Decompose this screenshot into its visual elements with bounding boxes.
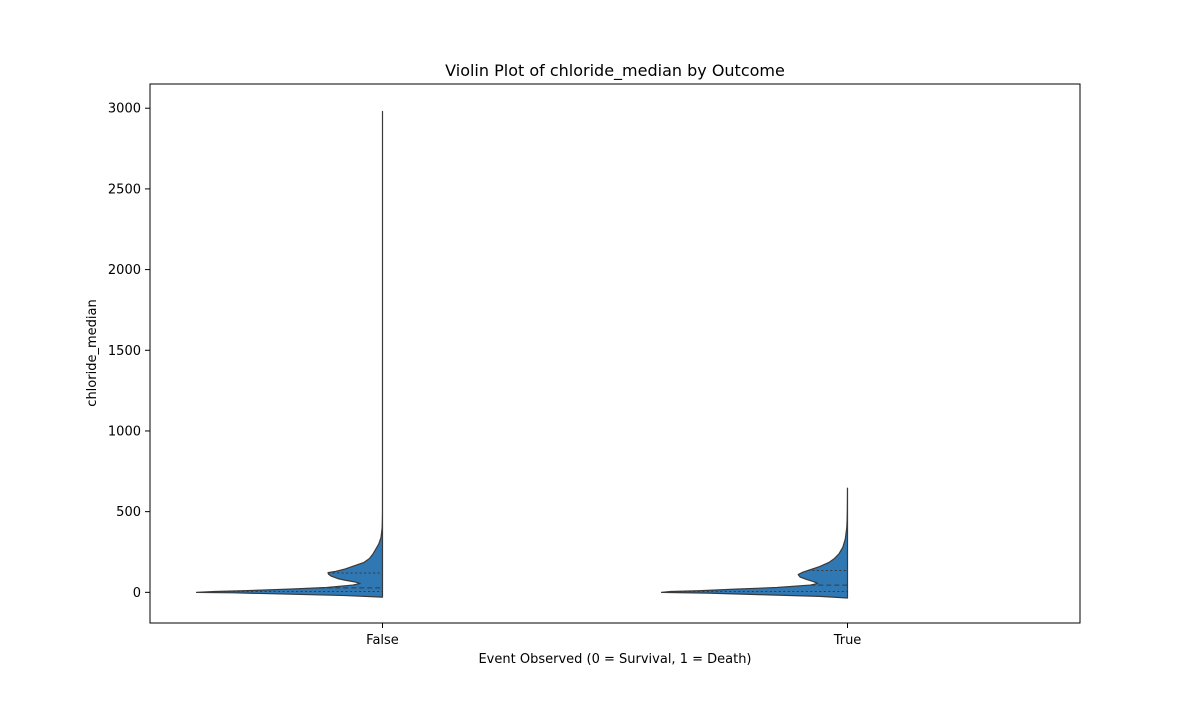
x-tick-label: False [366,633,399,648]
y-tick-label: 2000 [108,263,141,278]
x-axis: False True [366,623,861,648]
violin-true [660,487,849,599]
y-tick-label: 3000 [108,102,141,117]
y-tick-label: 1500 [108,344,141,359]
violin-body [195,110,384,598]
y-axis-label: chloride_median [85,299,100,406]
x-axis-label: Event Observed (0 = Survival, 1 = Death) [478,652,751,667]
violin-false [195,110,384,598]
y-tick-label: 1000 [108,424,141,439]
violins-layer [195,110,849,599]
chart-title: Violin Plot of chloride_median by Outcom… [445,61,785,81]
y-tick-label: 0 [133,586,141,601]
y-tick-label: 500 [116,505,141,520]
x-tick-label: True [833,633,862,648]
plot-area-frame [149,83,1081,624]
y-tick-label: 2500 [108,182,141,197]
y-axis: 0 500 1000 1500 2000 2500 3000 [108,102,150,601]
violin-body [660,487,849,599]
